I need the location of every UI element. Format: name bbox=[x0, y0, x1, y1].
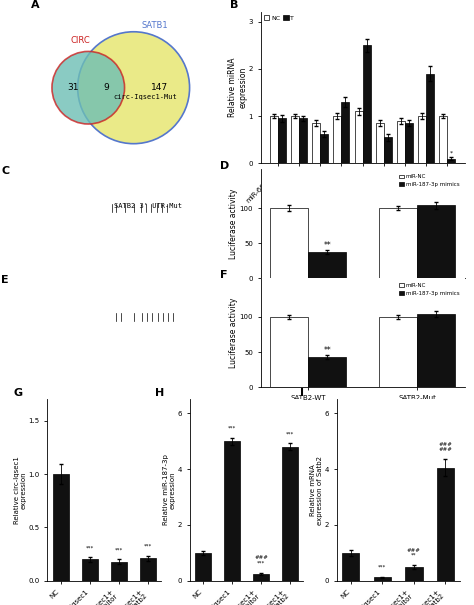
Bar bbox=[363, 45, 371, 163]
Bar bbox=[418, 116, 426, 163]
Bar bbox=[308, 357, 346, 387]
Bar bbox=[270, 116, 278, 163]
Bar bbox=[437, 468, 454, 581]
Legend: NC, T: NC, T bbox=[264, 15, 294, 21]
Text: ***: *** bbox=[115, 547, 123, 552]
Bar bbox=[405, 567, 423, 581]
Bar bbox=[270, 317, 308, 387]
Bar bbox=[379, 317, 417, 387]
Text: D: D bbox=[220, 161, 229, 171]
Bar bbox=[111, 561, 127, 581]
Text: ***: *** bbox=[286, 431, 294, 436]
Text: CIRC: CIRC bbox=[71, 36, 91, 45]
Bar bbox=[426, 74, 434, 163]
Bar bbox=[447, 159, 455, 163]
Bar bbox=[405, 123, 413, 163]
Bar bbox=[355, 111, 363, 163]
Bar bbox=[195, 553, 211, 581]
Bar bbox=[384, 137, 392, 163]
Text: A: A bbox=[31, 0, 39, 10]
Y-axis label: Relative mRNA
expression of Satb2: Relative mRNA expression of Satb2 bbox=[310, 456, 323, 525]
Bar bbox=[379, 208, 417, 278]
Y-axis label: Relative circ-Iqsec1
expression: Relative circ-Iqsec1 expression bbox=[14, 456, 27, 524]
Bar bbox=[282, 446, 298, 581]
Text: **: ** bbox=[323, 241, 331, 250]
Bar bbox=[341, 102, 349, 163]
Text: H: H bbox=[155, 388, 165, 399]
Text: 31: 31 bbox=[67, 83, 79, 92]
Bar bbox=[308, 252, 346, 278]
Text: ***: *** bbox=[228, 425, 236, 431]
Y-axis label: Luciferase activity: Luciferase activity bbox=[229, 189, 238, 259]
Circle shape bbox=[78, 32, 190, 144]
Circle shape bbox=[52, 51, 125, 124]
Bar bbox=[333, 116, 341, 163]
Bar bbox=[278, 119, 286, 163]
Bar bbox=[270, 208, 308, 278]
Text: ***: *** bbox=[86, 545, 94, 550]
Bar bbox=[82, 560, 98, 581]
Bar bbox=[320, 134, 328, 163]
Text: G: G bbox=[13, 388, 22, 399]
Text: I: I bbox=[300, 388, 303, 399]
Text: SATB1: SATB1 bbox=[141, 21, 168, 30]
Y-axis label: Relative miR-187-3p
expression: Relative miR-187-3p expression bbox=[163, 454, 176, 526]
Text: SATB2 3' UTR-Mut: SATB2 3' UTR-Mut bbox=[114, 203, 182, 209]
Text: C: C bbox=[1, 166, 9, 177]
Text: 9: 9 bbox=[103, 83, 109, 92]
Y-axis label: Relative miRNA
expression: Relative miRNA expression bbox=[228, 58, 247, 117]
Text: E: E bbox=[1, 275, 9, 286]
Text: **: ** bbox=[323, 346, 331, 355]
Bar bbox=[224, 441, 240, 581]
Text: ###
###: ### ### bbox=[438, 442, 453, 452]
Bar bbox=[53, 474, 69, 581]
Bar bbox=[291, 116, 299, 163]
Text: circ-Iqsec1-Mut: circ-Iqsec1-Mut bbox=[114, 94, 177, 100]
Text: B: B bbox=[230, 0, 238, 10]
Bar bbox=[312, 123, 320, 163]
Text: ###
***: ### *** bbox=[254, 555, 268, 566]
Bar bbox=[439, 116, 447, 163]
Bar bbox=[417, 205, 455, 278]
Bar bbox=[299, 119, 307, 163]
Bar bbox=[417, 314, 455, 387]
Text: *: * bbox=[450, 151, 453, 156]
Text: F: F bbox=[220, 270, 228, 280]
Text: 147: 147 bbox=[151, 83, 168, 92]
Bar bbox=[376, 123, 384, 163]
Text: ***: *** bbox=[378, 564, 386, 570]
Bar bbox=[140, 558, 156, 581]
Text: ###
**: ### ** bbox=[407, 548, 421, 558]
Bar bbox=[397, 121, 405, 163]
Bar bbox=[253, 574, 269, 581]
Legend: miR-NC, miR-187-3p mimics: miR-NC, miR-187-3p mimics bbox=[397, 281, 462, 298]
Y-axis label: Luciferase activity: Luciferase activity bbox=[229, 298, 238, 368]
Bar bbox=[342, 553, 359, 581]
Legend: miR-NC, miR-187-3p mimics: miR-NC, miR-187-3p mimics bbox=[397, 172, 462, 189]
Bar bbox=[374, 577, 391, 581]
Text: ***: *** bbox=[144, 544, 152, 549]
